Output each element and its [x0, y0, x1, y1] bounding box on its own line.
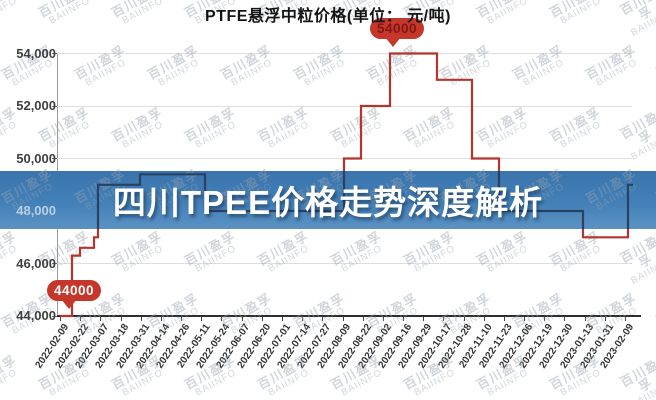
- x-tick-2022-03-18: [120, 317, 122, 321]
- x-axis-line: [57, 315, 641, 317]
- x-tick-2022-07-27: [322, 317, 324, 321]
- chart-title: PTFE悬浮中粒价格(单位： 元/吨): [205, 8, 451, 25]
- gridline-52000: [57, 105, 632, 107]
- gridline-54000: [57, 53, 632, 54]
- x-tick-2022-12-06: [524, 317, 526, 321]
- y-axis-label-50000: 50,000: [16, 150, 56, 166]
- x-tick-2022-08-22: [362, 317, 364, 321]
- x-tick-2023-02-09: [625, 317, 626, 321]
- y-tick-50000: [52, 158, 57, 159]
- x-tick-2022-06-07: [241, 317, 243, 321]
- x-tick-2023-01-31: [604, 317, 606, 321]
- y-tick-46000: [52, 263, 57, 264]
- x-tick-2022-11-10: [483, 317, 485, 321]
- x-tick-2022-12-30: [564, 317, 566, 321]
- y-axis-label-48000: 48,000: [16, 203, 56, 218]
- x-tick-2022-04-26: [181, 317, 183, 321]
- x-tick-2022-10-17: [443, 317, 445, 321]
- x-tick-2022-09-02: [382, 317, 384, 321]
- y-tick-54000: [52, 53, 57, 54]
- x-tick-2022-02-09: [60, 317, 61, 321]
- gridline-46000: [57, 263, 632, 264]
- headline-text: 四川TPEE价格走势深度解析: [112, 184, 544, 221]
- x-tick-2022-09-16: [403, 317, 405, 321]
- headline-banner: [0, 171, 656, 229]
- x-tick-2022-09-29: [423, 317, 425, 321]
- x-tick-2022-04-14: [160, 317, 162, 321]
- y-axis-label-44000: 44,000: [16, 308, 56, 323]
- annotation-pin-54000-label: 54000: [370, 18, 425, 39]
- x-tick-2022-05-24: [221, 317, 223, 321]
- x-tick-2022-03-31: [140, 317, 142, 321]
- x-tick-2022-12-19: [544, 317, 546, 321]
- x-tick-2022-07-01: [281, 317, 283, 321]
- x-tick-2022-02-22: [80, 317, 82, 321]
- annotation-pin-54000: 54000: [370, 18, 425, 47]
- x-tick-2022-03-07: [100, 317, 102, 321]
- y-tick-52000: [52, 105, 57, 107]
- y-axis-label-52000: 52,000: [16, 98, 56, 113]
- x-tick-2022-06-20: [261, 317, 263, 321]
- y-axis-label-46000: 46,000: [16, 255, 56, 271]
- annotation-pin-44000-tip: [61, 299, 77, 309]
- annotation-pin-54000-tip: [385, 37, 401, 47]
- y-axis-label-54000: 54,000: [16, 45, 56, 61]
- price-line-navy-segment: [96, 171, 633, 229]
- y-tick-44000: [52, 315, 57, 317]
- x-tick-2022-08-09: [342, 317, 344, 321]
- x-tick-2022-10-28: [463, 317, 465, 321]
- annotation-pin-44000-label: 44000: [47, 280, 102, 301]
- x-tick-2023-01-13: [584, 317, 586, 321]
- annotation-pin-44000: 44000: [47, 280, 102, 309]
- x-tick-2022-05-11: [201, 317, 203, 321]
- x-tick-2022-11-23: [503, 317, 505, 321]
- x-tick-2022-07-14: [302, 317, 304, 321]
